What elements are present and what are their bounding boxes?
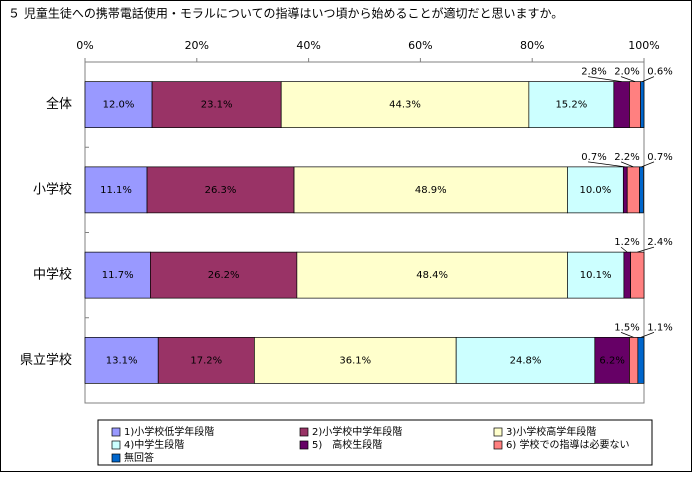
legend-swatch [299, 427, 309, 437]
value-label: 48.4% [416, 270, 448, 281]
legend-label: 1)小学校低学年段階 [124, 425, 214, 438]
bar-segment [622, 166, 628, 214]
bar-segment [293, 166, 568, 214]
y-tick-label: 中学校 [33, 267, 72, 283]
bar-segment [150, 251, 298, 299]
bar-segment [455, 337, 596, 384]
bar-segment [84, 166, 148, 214]
legend-label: 無回答 [124, 451, 154, 464]
bar-segment [629, 337, 639, 384]
value-label: 24.8% [510, 355, 542, 366]
value-label: 2.0% [614, 67, 639, 78]
value-label: 11.1% [100, 185, 132, 196]
x-tick-label: 20% [185, 39, 209, 52]
chart-title: ５ 児童生徒への携帯電話使用・モラルについての指導はいつ頃から始めることが適切だ… [8, 6, 563, 21]
leader-line [637, 246, 655, 253]
bar-segment [613, 81, 630, 128]
bar-segment [528, 81, 615, 128]
value-label: 23.1% [201, 100, 233, 111]
value-label: 1.5% [614, 322, 639, 333]
value-label: 0.7% [581, 152, 606, 163]
value-label: 2.4% [647, 237, 672, 248]
x-tick-label: 80% [520, 39, 544, 52]
leader-line [587, 161, 626, 168]
bar-segment [84, 81, 153, 128]
leader-line [640, 332, 655, 338]
bar-segment [146, 166, 295, 214]
bar-segment [639, 166, 644, 214]
leader-line [620, 161, 634, 168]
x-tick-label: 0% [76, 39, 93, 52]
value-label: 26.3% [205, 185, 237, 196]
y-tick-label: 小学校 [33, 181, 72, 197]
value-label: 1.1% [647, 322, 672, 333]
value-label: 13.1% [106, 355, 138, 366]
bar-segment [296, 251, 568, 299]
bar-segment [151, 81, 282, 128]
bar-segment [623, 251, 631, 299]
leader-line [642, 76, 655, 82]
leader-line [641, 161, 655, 168]
value-label: 11.7% [102, 270, 134, 281]
bar-segment [637, 337, 645, 384]
value-label: 44.3% [389, 100, 421, 111]
y-tick-label: 県立学校 [20, 352, 72, 368]
legend-label: 3)小学校高学年段階 [506, 425, 596, 438]
legend-swatch [111, 427, 121, 437]
value-label: 2.8% [581, 67, 606, 78]
bar-segment [84, 337, 159, 384]
value-label: 36.1% [339, 355, 371, 366]
bar-segment [280, 81, 530, 128]
y-tick-label: 全体 [46, 96, 72, 112]
value-label: 2.2% [614, 152, 639, 163]
value-label: 15.2% [555, 100, 587, 111]
bar-segment [640, 81, 645, 128]
legend-swatch [299, 440, 309, 450]
x-tick-label: 40% [296, 39, 320, 52]
value-label: 48.9% [415, 185, 447, 196]
legend-swatch [493, 440, 503, 450]
bar-segment [84, 251, 151, 299]
bar-segment [254, 337, 457, 384]
value-label: 6.2% [599, 355, 624, 366]
value-label: 10.1% [580, 270, 612, 281]
legend-swatch [111, 440, 121, 450]
x-tick-label: 60% [408, 39, 432, 52]
bar-segment [626, 166, 640, 214]
leader-line [620, 76, 636, 82]
value-label: 17.2% [190, 355, 222, 366]
bar-segment [629, 81, 641, 128]
legend-label: 4)中学生段階 [124, 438, 184, 451]
leader-line [587, 76, 622, 82]
value-label: 26.2% [208, 270, 240, 281]
legend-swatch [493, 427, 503, 437]
legend-label: 2)小学校中学年段階 [312, 425, 402, 438]
legend [97, 419, 653, 466]
legend-swatch [111, 453, 121, 463]
bar-segment [157, 337, 255, 384]
leader-line [620, 332, 634, 338]
legend-label: 5) 高校生段階 [312, 438, 382, 451]
legend-label: 6) 学校での指導は必要ない [506, 438, 629, 451]
value-label: 12.0% [103, 100, 135, 111]
leader-line [620, 246, 628, 253]
bar-segment [567, 166, 624, 214]
value-label: 0.6% [647, 67, 672, 78]
bar-segment [567, 251, 625, 299]
x-tick-label: 100% [628, 39, 659, 52]
value-label: 10.0% [579, 185, 611, 196]
bar-segment [630, 251, 645, 299]
value-label: 0.7% [647, 152, 672, 163]
value-label: 1.2% [614, 237, 639, 248]
